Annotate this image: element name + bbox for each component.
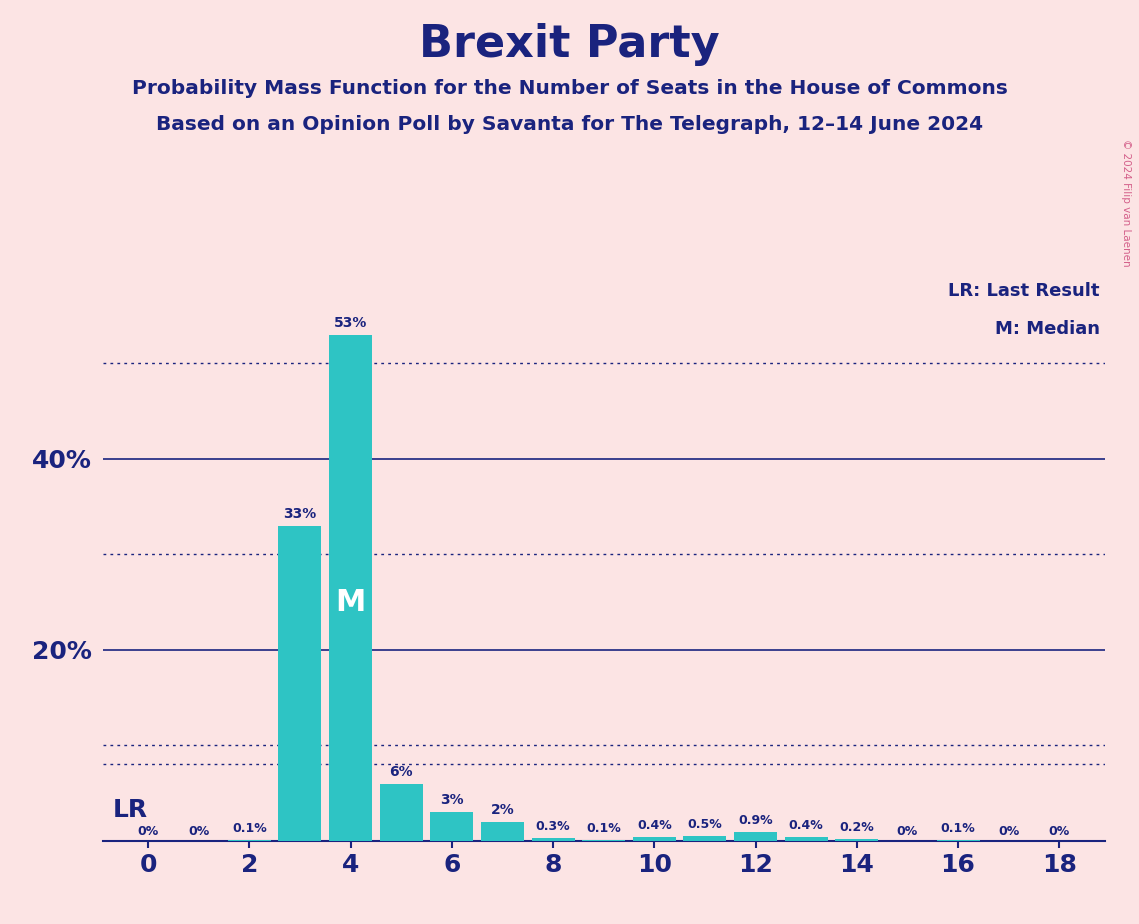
Text: 0.4%: 0.4% — [789, 820, 823, 833]
Bar — [936, 840, 980, 841]
Bar — [785, 837, 828, 841]
Text: M: M — [335, 588, 366, 616]
Text: Based on an Opinion Poll by Savanta for The Telegraph, 12–14 June 2024: Based on an Opinion Poll by Savanta for … — [156, 116, 983, 135]
Text: 33%: 33% — [284, 507, 317, 521]
Text: 0%: 0% — [188, 825, 210, 838]
Text: 0%: 0% — [1049, 825, 1070, 838]
Text: 6%: 6% — [390, 765, 413, 779]
Bar — [734, 833, 777, 841]
Text: 0.4%: 0.4% — [637, 820, 672, 833]
Text: 53%: 53% — [334, 316, 367, 330]
Bar — [379, 784, 423, 841]
Text: M: Median: M: Median — [994, 321, 1100, 338]
Bar — [633, 837, 675, 841]
Text: 0.1%: 0.1% — [941, 822, 975, 835]
Bar — [481, 821, 524, 841]
Text: 0%: 0% — [896, 825, 918, 838]
Text: Probability Mass Function for the Number of Seats in the House of Commons: Probability Mass Function for the Number… — [132, 79, 1007, 98]
Text: 0.5%: 0.5% — [688, 819, 722, 832]
Text: 0.1%: 0.1% — [232, 822, 267, 835]
Bar — [228, 840, 271, 841]
Text: LR: Last Result: LR: Last Result — [949, 283, 1100, 300]
Text: 0.9%: 0.9% — [738, 814, 773, 828]
Text: 3%: 3% — [440, 794, 464, 808]
Bar — [532, 838, 574, 841]
Text: 0%: 0% — [998, 825, 1019, 838]
Bar — [278, 526, 321, 841]
Text: LR: LR — [113, 797, 148, 821]
Bar — [582, 840, 625, 841]
Text: Brexit Party: Brexit Party — [419, 23, 720, 67]
Bar — [431, 812, 474, 841]
Text: 0.1%: 0.1% — [587, 822, 621, 835]
Text: © 2024 Filip van Laenen: © 2024 Filip van Laenen — [1121, 139, 1131, 266]
Text: 0.3%: 0.3% — [535, 821, 571, 833]
Text: 0.2%: 0.2% — [839, 821, 874, 834]
Text: 2%: 2% — [491, 803, 515, 817]
Bar — [835, 839, 878, 841]
Bar — [683, 836, 727, 841]
Bar — [329, 334, 372, 841]
Text: 0%: 0% — [138, 825, 158, 838]
